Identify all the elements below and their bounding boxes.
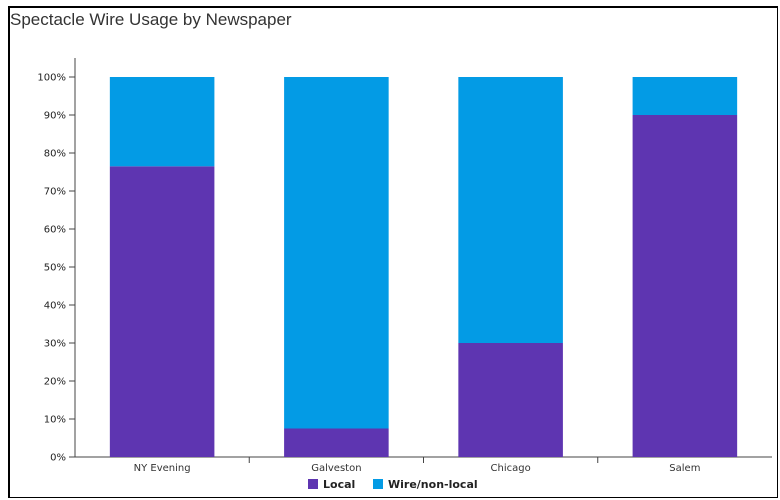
legend-label: Local: [323, 478, 355, 491]
legend-swatch: [308, 479, 318, 489]
x-tick-label: Galveston: [311, 463, 361, 474]
y-tick-label: 70%: [44, 187, 66, 198]
legend: Local Wire/non-local: [308, 478, 478, 491]
x-tick-label: NY Evening: [134, 463, 191, 474]
legend-label: Wire/non-local: [388, 478, 478, 491]
y-tick-label: 10%: [44, 415, 66, 426]
bar-segment: [458, 77, 563, 343]
bars-layer: [109, 77, 738, 458]
bar-segment: [458, 343, 563, 457]
y-tick-label: 30%: [44, 339, 66, 350]
bar-segment: [632, 77, 738, 115]
y-tick-label: 50%: [44, 263, 66, 274]
bar-segment: [284, 77, 389, 429]
y-tick-label: 100%: [37, 73, 66, 84]
y-tick-label: 80%: [44, 149, 66, 160]
y-tick-label: 60%: [44, 225, 66, 236]
y-tick-label: 90%: [44, 111, 66, 122]
y-tick-label: 0%: [50, 453, 66, 464]
y-tick-label: 40%: [44, 301, 66, 312]
x-tick-labels: NY Evening Galveston Chicago Salem: [134, 463, 701, 474]
y-tick-label: 20%: [44, 377, 66, 388]
bar-segment: [109, 166, 215, 458]
chart-title: Spectacle Wire Usage by Newspaper: [10, 10, 292, 29]
x-tick-label: Chicago: [491, 463, 531, 474]
legend-swatch: [373, 479, 383, 489]
chart-frame: [8, 6, 778, 498]
bar-segment: [632, 115, 738, 457]
bar-segment: [109, 77, 215, 167]
bar-segment: [284, 428, 389, 457]
x-tick-label: Salem: [669, 463, 700, 474]
